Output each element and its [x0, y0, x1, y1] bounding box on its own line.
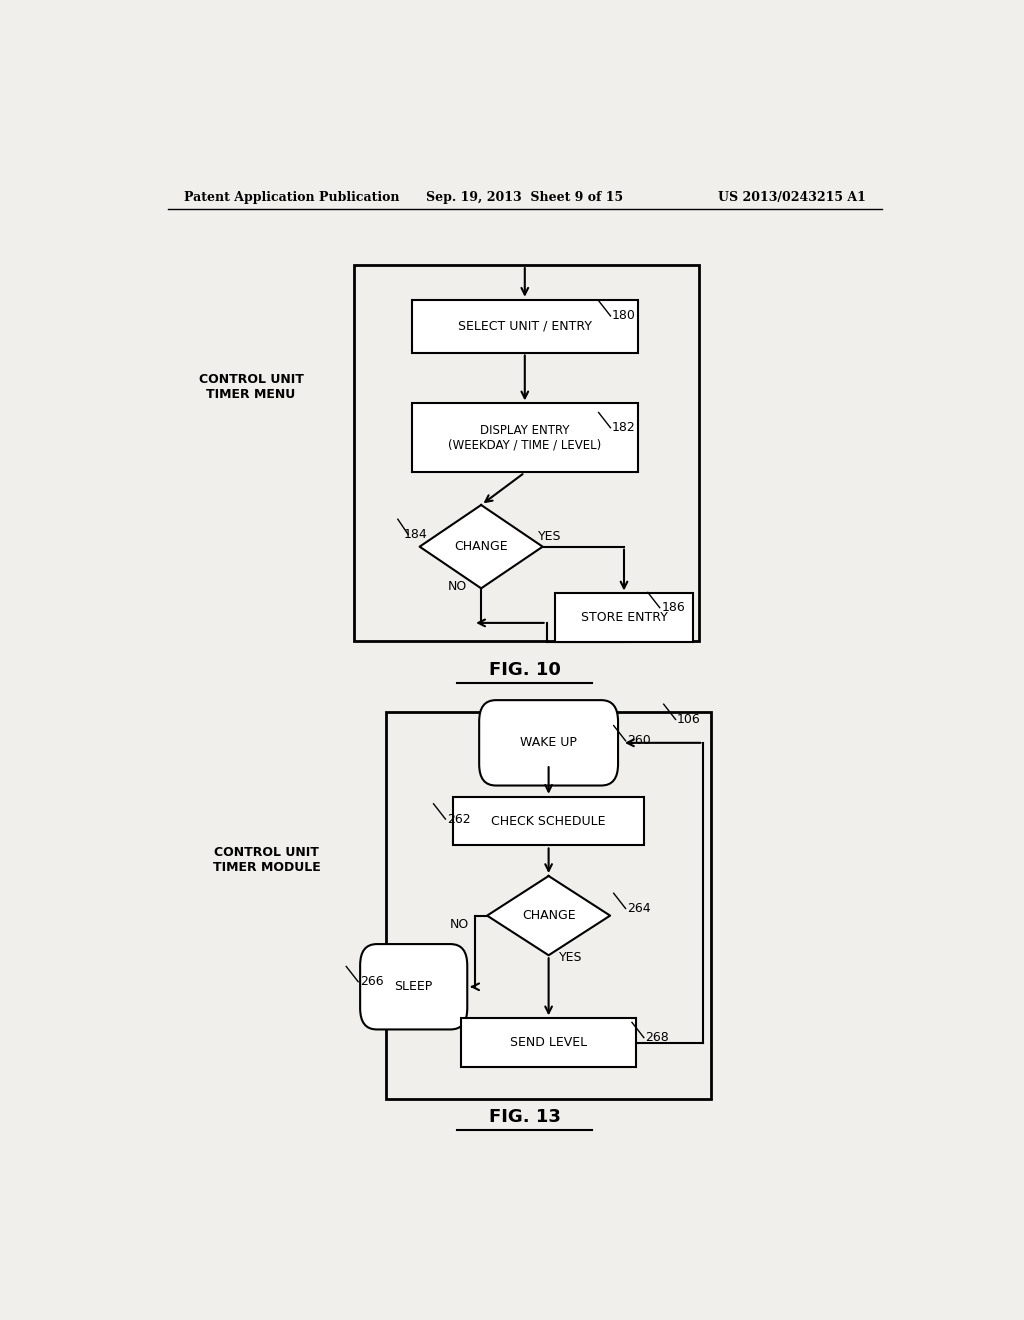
Text: CONTROL UNIT
TIMER MODULE: CONTROL UNIT TIMER MODULE [213, 846, 321, 874]
FancyBboxPatch shape [412, 300, 638, 352]
Text: CHANGE: CHANGE [522, 909, 575, 923]
Text: 268: 268 [645, 1031, 669, 1044]
Text: CHECK SCHEDULE: CHECK SCHEDULE [492, 814, 606, 828]
Text: CHANGE: CHANGE [455, 540, 508, 553]
Text: 260: 260 [627, 734, 651, 747]
FancyBboxPatch shape [412, 404, 638, 473]
Text: SEND LEVEL: SEND LEVEL [510, 1036, 587, 1049]
Bar [354, 265, 699, 642]
Text: 186: 186 [662, 601, 685, 614]
Bar [386, 713, 712, 1098]
Text: 264: 264 [627, 902, 651, 915]
Polygon shape [420, 506, 543, 589]
FancyBboxPatch shape [454, 797, 644, 846]
Text: WAKE UP: WAKE UP [520, 737, 578, 750]
Polygon shape [487, 876, 610, 956]
Text: 266: 266 [359, 975, 383, 989]
FancyBboxPatch shape [479, 700, 618, 785]
Text: FIG. 13: FIG. 13 [488, 1107, 561, 1126]
Text: NO: NO [450, 917, 469, 931]
Text: 262: 262 [447, 813, 471, 825]
Text: CONTROL UNIT
TIMER MENU: CONTROL UNIT TIMER MENU [199, 374, 303, 401]
Text: 184: 184 [403, 528, 427, 541]
Text: STORE ENTRY: STORE ENTRY [581, 611, 668, 624]
Text: 180: 180 [612, 309, 636, 322]
Text: 106: 106 [677, 713, 700, 726]
Text: DISPLAY ENTRY
(WEEKDAY / TIME / LEVEL): DISPLAY ENTRY (WEEKDAY / TIME / LEVEL) [449, 424, 601, 451]
FancyBboxPatch shape [360, 944, 467, 1030]
Text: SLEEP: SLEEP [394, 981, 433, 993]
Text: FIG. 10: FIG. 10 [488, 660, 561, 678]
Text: SELECT UNIT / ENTRY: SELECT UNIT / ENTRY [458, 319, 592, 333]
Text: US 2013/0243215 A1: US 2013/0243215 A1 [718, 190, 866, 203]
Text: YES: YES [559, 952, 583, 965]
Text: 182: 182 [612, 421, 636, 434]
FancyBboxPatch shape [462, 1018, 636, 1067]
Text: NO: NO [447, 581, 467, 594]
Text: YES: YES [539, 529, 562, 543]
Text: Sep. 19, 2013  Sheet 9 of 15: Sep. 19, 2013 Sheet 9 of 15 [426, 190, 624, 203]
FancyBboxPatch shape [555, 594, 693, 643]
Text: Patent Application Publication: Patent Application Publication [183, 190, 399, 203]
